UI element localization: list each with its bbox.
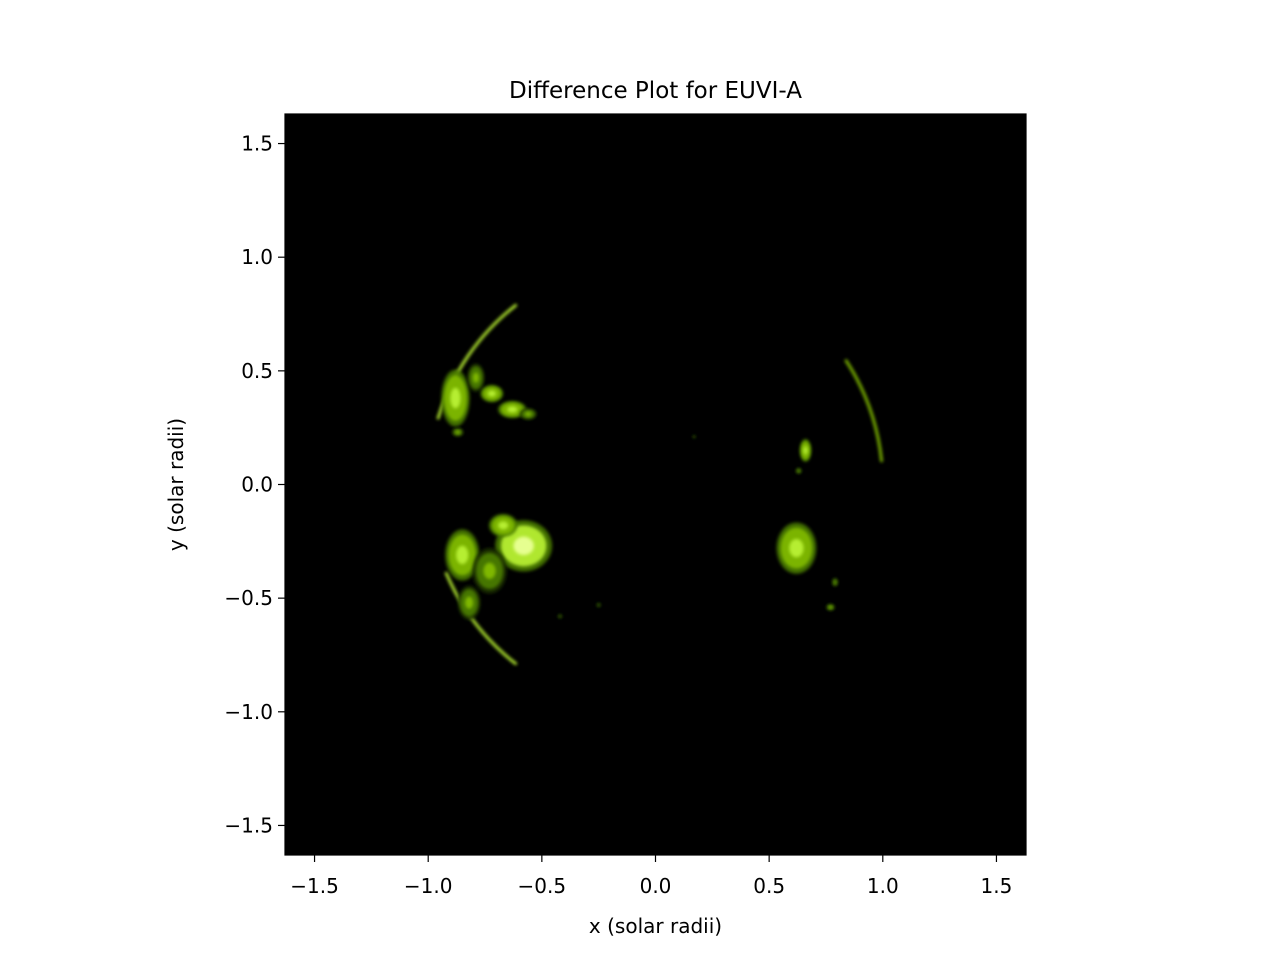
ne-region-b-core [472,372,480,383]
ne-region-c-core [487,390,496,397]
x-axis-label: x (solar radii) [589,914,722,938]
x-tick-label-3: 0.0 [640,874,672,898]
west-region-main [776,522,817,574]
ne-region-b [467,363,485,392]
x-tick-label-6: 1.5 [981,874,1013,898]
center-speck-a [596,602,601,608]
center-speck-b-core [559,615,561,618]
center-speck-c [692,435,696,439]
y-tick-label-5: 1.0 [241,245,273,269]
x-tick-label-1: −1.0 [404,874,453,898]
y-tick-label-4: 0.5 [241,359,273,383]
center-speck-c-core [693,436,695,438]
plot-background [285,114,1026,855]
ne-region-f [452,427,464,437]
y-tick-label-2: −0.5 [224,586,273,610]
west-speck-b [832,577,838,587]
se-region-b [489,514,518,537]
ne-region-d-core [507,406,518,413]
chart-title: Difference Plot for EUVI-A [509,78,802,104]
ne-region-d [498,400,527,419]
x-tick-label-0: −1.5 [290,874,339,898]
y-tick-label-0: −1.5 [224,813,273,837]
west-limb-arc [844,359,884,463]
ne-region-a [441,369,470,427]
y-axis-ticks: −1.5 −1.0 −0.5 0.0 0.5 1.0 1.5 [224,132,285,837]
y-tick-label-6: 1.5 [241,132,273,156]
ne-region-e [519,408,537,420]
se-region-d-core [483,562,496,580]
x-tick-label-2: −0.5 [518,874,567,898]
y-tick-label-3: 0.0 [241,473,273,497]
ne-region-c [480,385,504,403]
west-speck-c [795,468,802,474]
se-region-c [445,529,480,581]
se-region-e-core [465,596,474,609]
ne-region-e-core [525,411,532,417]
west-region-main-core [789,538,804,558]
west-speck-a [826,603,835,611]
ne-region-a-core [450,387,461,409]
west-region-small [799,439,812,462]
se-region-main-core [513,536,534,556]
west-speck-b-core [834,580,837,584]
center-speck-b [557,614,563,619]
east-limb-arc-south [444,571,518,666]
x-tick-label-5: 1.0 [867,874,899,898]
west-region-small-core [803,446,808,455]
y-axis-label: y (solar radii) [164,418,188,551]
x-tick-label-4: 0.5 [753,874,785,898]
se-region-b-core [498,521,509,530]
solar-features-layer [436,303,884,666]
center-speck-a-core [597,604,600,606]
y-tick-label-1: −1.0 [224,700,273,724]
ne-region-f-core [455,430,460,434]
west-speck-a-core [828,606,833,609]
se-region-c-core [456,545,469,565]
x-axis-ticks: −1.5 −1.0 −0.5 0.0 0.5 1.0 1.5 [290,855,1012,898]
se-region-e [457,585,481,620]
west-speck-c-core [797,469,800,472]
se-region-d [472,548,507,594]
